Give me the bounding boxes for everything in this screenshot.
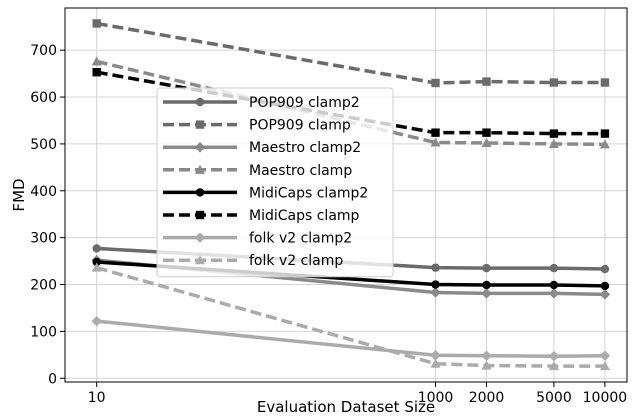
data-point [549, 280, 559, 290]
legend-marker [194, 164, 206, 174]
y-tick-label: 600 [30, 90, 57, 106]
data-point [548, 138, 559, 148]
legend-marker [195, 120, 205, 129]
data-point [548, 288, 560, 299]
data-point [430, 287, 441, 298]
legend-item: folk v2 clamp [163, 253, 343, 269]
y-axis-label: FMD [10, 178, 28, 211]
data-point [482, 128, 491, 137]
legend-label: Maestro clamp2 [249, 140, 361, 156]
legend-marker [194, 141, 206, 153]
legend-marker [194, 255, 206, 265]
data-point [91, 315, 102, 327]
data-point [430, 358, 441, 368]
legend-marker [195, 210, 205, 220]
y-tick-label: 700 [30, 43, 57, 59]
x-tick-label: 5000 [536, 390, 572, 406]
legend-item: POP909 clamp [163, 118, 351, 134]
x-tick-label: 1000 [418, 390, 454, 406]
data-point [431, 128, 440, 137]
data-point [548, 350, 560, 362]
data-point [481, 288, 492, 299]
x-tick-label: 10 [88, 390, 106, 406]
data-point [599, 139, 610, 149]
x-tick-label: 2000 [469, 390, 505, 406]
legend-marker [195, 188, 205, 197]
data-point [599, 361, 610, 371]
series-6 [91, 315, 611, 362]
data-point [92, 19, 101, 28]
x-tick-label: 10000 [583, 390, 628, 406]
data-point [91, 262, 102, 272]
data-point [481, 350, 492, 362]
data-point [431, 78, 440, 88]
data-point [481, 360, 492, 370]
data-point [548, 361, 559, 371]
data-point [91, 56, 102, 66]
legend-item: MidiCaps clamp2 [163, 185, 368, 201]
legend-item: folk v2 clamp2 [163, 231, 352, 247]
legend-item: Maestro clamp [163, 163, 352, 179]
data-point [481, 137, 492, 148]
data-point [600, 78, 610, 87]
legend-item: MidiCaps clamp [163, 208, 360, 224]
series-7 [91, 262, 610, 371]
legend-label: POP909 clamp2 [249, 95, 360, 111]
data-point [599, 350, 611, 362]
y-tick-label: 0 [48, 371, 57, 387]
legend-label: Maestro clamp [249, 163, 352, 179]
legend-label: folk v2 clamp2 [249, 231, 352, 247]
legend-item: POP909 clamp2 [163, 95, 360, 111]
data-point [92, 257, 101, 267]
data-point [431, 280, 440, 289]
data-point [92, 68, 101, 77]
legend-marker [194, 232, 206, 243]
series-1 [92, 19, 610, 88]
data-point [431, 263, 440, 272]
axes-frame [64, 7, 628, 383]
data-point [549, 263, 559, 273]
legend-item: Maestro clamp2 [163, 140, 361, 156]
legend-label: MidiCaps clamp2 [249, 185, 368, 201]
data-point [599, 289, 611, 300]
y-tick-label: 300 [30, 231, 57, 247]
data-point [482, 263, 491, 273]
legend-marker [195, 97, 205, 107]
data-point [430, 137, 441, 147]
legend-box [156, 87, 394, 278]
y-tick-label: 100 [30, 324, 57, 340]
legend-label: POP909 clamp [249, 118, 351, 134]
legend-label: MidiCaps clamp [249, 208, 360, 224]
data-point [549, 78, 559, 87]
x-axis-label: Evaluation Dataset Size [257, 398, 435, 416]
legend: POP909 clamp2 POP909 clamp Maestro clamp2 M… [156, 87, 394, 278]
data-point [600, 264, 610, 274]
data-point [600, 129, 610, 138]
data-point [482, 77, 491, 86]
y-tick-label: 200 [30, 278, 57, 294]
data-point [600, 281, 610, 291]
legend-label: folk v2 clamp [249, 253, 343, 269]
y-tick-label: 500 [30, 137, 57, 153]
data-point [549, 129, 559, 138]
series-line [96, 21, 605, 85]
data-point [430, 350, 441, 361]
y-tick-label: 400 [30, 184, 57, 200]
data-point [92, 244, 101, 253]
data-point [482, 280, 491, 290]
